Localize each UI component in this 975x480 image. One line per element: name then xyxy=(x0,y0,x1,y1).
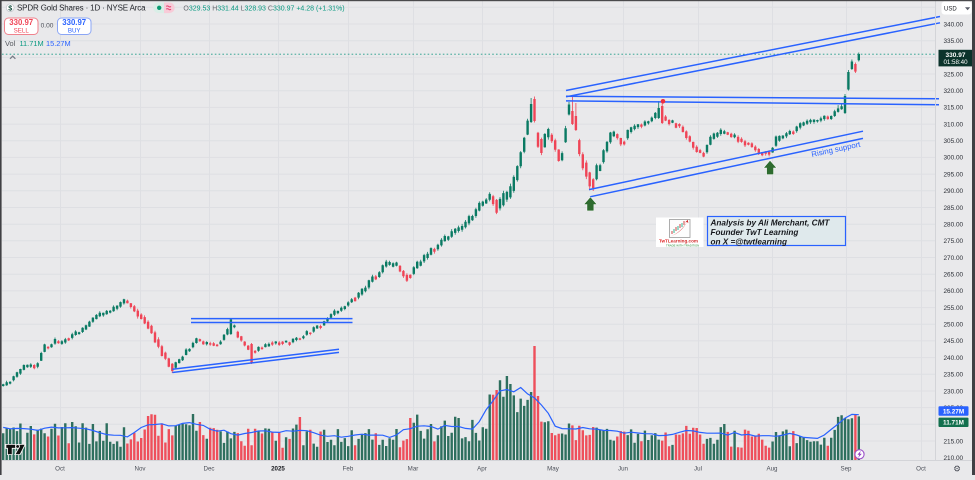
svg-text:11.71M: 11.71M xyxy=(943,420,964,427)
svg-text:255.00: 255.00 xyxy=(944,305,964,312)
svg-text:275.00: 275.00 xyxy=(944,238,964,245)
svg-text:260.00: 260.00 xyxy=(944,288,964,295)
svg-text:210.00: 210.00 xyxy=(944,455,964,462)
svg-text:Apr: Apr xyxy=(477,466,487,473)
svg-text:01:58:40: 01:58:40 xyxy=(943,59,968,66)
svg-text:on X =@twtlearning: on X =@twtlearning xyxy=(711,238,787,247)
svg-text:240.00: 240.00 xyxy=(944,355,964,362)
svg-text:15.27M: 15.27M xyxy=(46,39,71,48)
svg-text:Sep: Sep xyxy=(840,466,852,473)
svg-text:$: $ xyxy=(8,3,12,12)
svg-text:335.00: 335.00 xyxy=(944,38,964,45)
svg-text:2025: 2025 xyxy=(271,466,285,473)
svg-text:May: May xyxy=(547,466,560,473)
svg-text:Analysis by Ali Merchant, CMT: Analysis by Ali Merchant, CMT xyxy=(710,219,831,228)
svg-text:BUY: BUY xyxy=(68,27,81,34)
svg-text:Jun: Jun xyxy=(618,466,629,473)
svg-text:Aug: Aug xyxy=(766,466,778,473)
svg-text:250.00: 250.00 xyxy=(944,322,964,329)
svg-text:300.00: 300.00 xyxy=(944,155,964,162)
svg-text:295.00: 295.00 xyxy=(944,171,964,178)
svg-text:270.00: 270.00 xyxy=(944,255,964,262)
svg-text:15.27M: 15.27M xyxy=(943,408,964,415)
svg-text:⚙: ⚙ xyxy=(953,464,961,474)
svg-text:SELL: SELL xyxy=(14,27,30,34)
svg-text:245.00: 245.00 xyxy=(944,338,964,345)
svg-text:290.00: 290.00 xyxy=(944,188,964,195)
svg-text:330.97: 330.97 xyxy=(9,18,33,27)
svg-text:330.97: 330.97 xyxy=(946,52,966,59)
svg-text:285.00: 285.00 xyxy=(944,205,964,212)
svg-text:330.97: 330.97 xyxy=(62,18,86,27)
svg-text:O329.53 H331.44 L328.93 C330.9: O329.53 H331.44 L328.93 C330.97 +4.28 (+… xyxy=(183,5,344,12)
svg-text:215.00: 215.00 xyxy=(944,438,964,445)
svg-text:TRADE WITH TRADITION: TRADE WITH TRADITION xyxy=(666,243,699,247)
svg-text:320.00: 320.00 xyxy=(944,88,964,95)
svg-text:265.00: 265.00 xyxy=(944,272,964,279)
svg-text:Mar: Mar xyxy=(408,466,419,473)
svg-text:280.00: 280.00 xyxy=(944,222,964,229)
svg-text:Jul: Jul xyxy=(694,466,702,473)
svg-text:SPDR Gold Shares · 1D · NYSE A: SPDR Gold Shares · 1D · NYSE Arca xyxy=(17,4,146,13)
svg-text:Vol: Vol xyxy=(5,39,16,48)
svg-text:315.00: 315.00 xyxy=(944,105,964,112)
svg-text:235.00: 235.00 xyxy=(944,372,964,379)
svg-text:Feb: Feb xyxy=(343,466,354,473)
svg-text:TwTLearning.com: TwTLearning.com xyxy=(659,239,698,244)
svg-text:11.71M: 11.71M xyxy=(20,39,44,48)
svg-text:0.00: 0.00 xyxy=(41,23,54,30)
svg-text:340.00: 340.00 xyxy=(944,21,964,28)
svg-text:230.00: 230.00 xyxy=(944,388,964,395)
svg-text:325.00: 325.00 xyxy=(944,71,964,78)
svg-text:Nov: Nov xyxy=(134,466,146,473)
svg-text:310.00: 310.00 xyxy=(944,121,964,128)
svg-text:Dec: Dec xyxy=(203,466,214,473)
svg-text:Oct: Oct xyxy=(916,466,926,473)
svg-text:USD: USD xyxy=(944,6,957,12)
svg-text:Oct: Oct xyxy=(55,466,65,473)
svg-text:Founder TwT Learning: Founder TwT Learning xyxy=(711,228,799,237)
svg-text:305.00: 305.00 xyxy=(944,138,964,145)
